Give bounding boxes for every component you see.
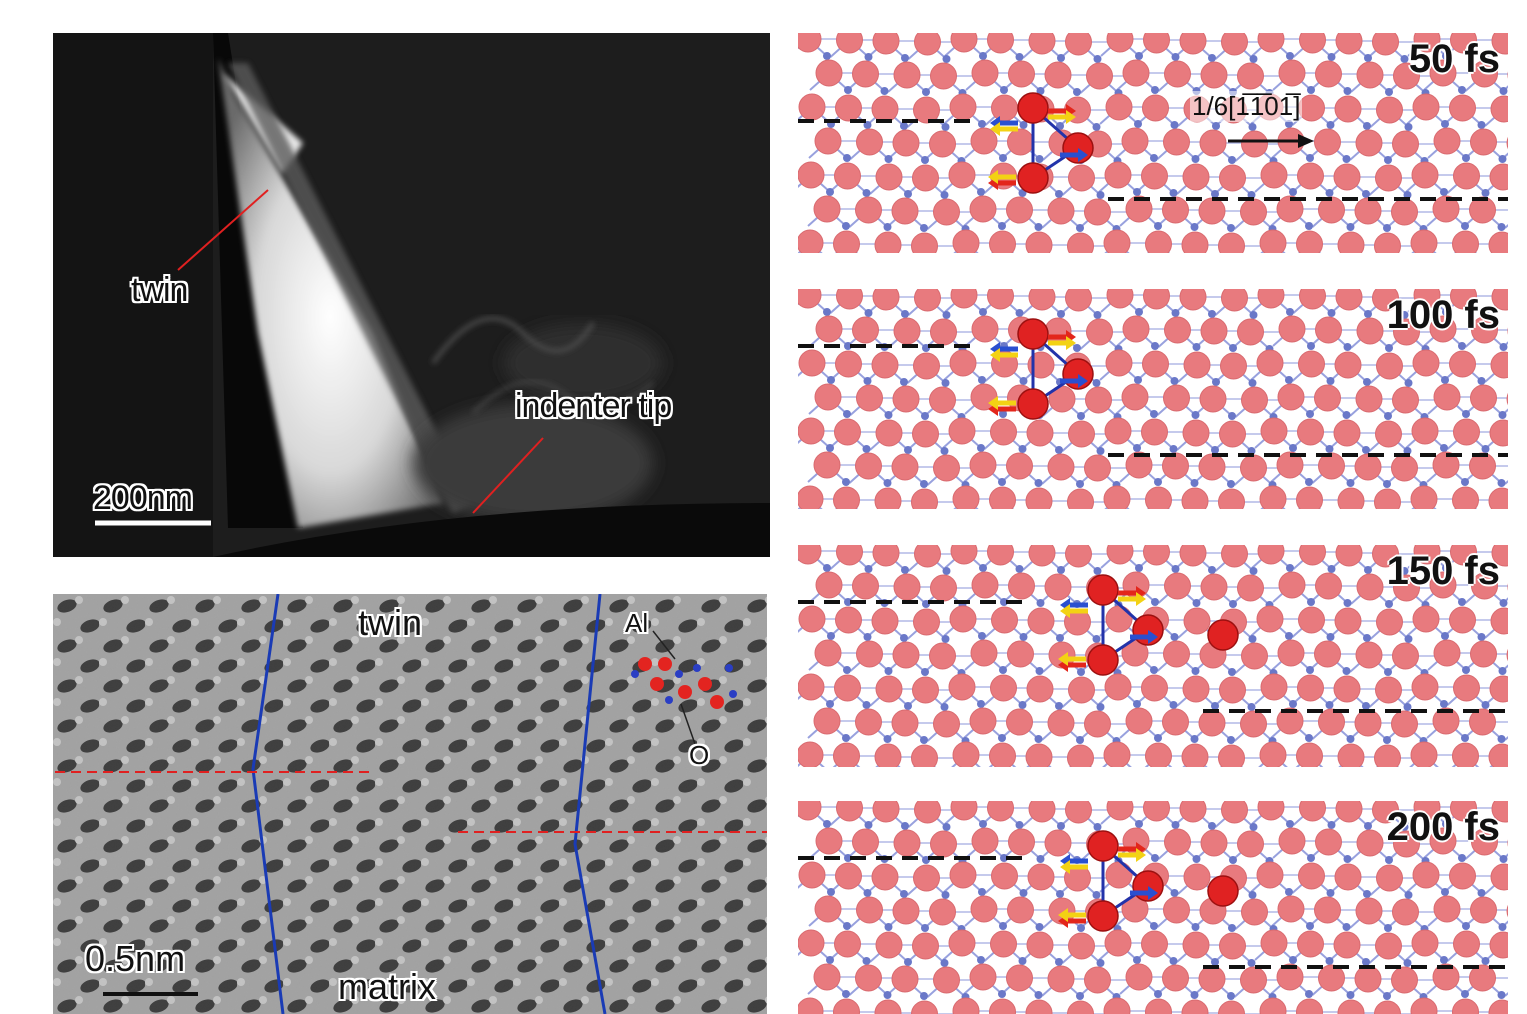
simulation-frame-150fs: 150 fs xyxy=(798,545,1508,767)
time-label: 100 fs xyxy=(1387,293,1500,338)
hrtem-scale-label: 0.5nm xyxy=(85,938,185,980)
direction-label: 1/6[1̅1̅01̅] xyxy=(1190,91,1302,122)
tem-micrograph: twin indenter tip 200nm xyxy=(53,33,770,557)
scale-label: 200nm xyxy=(93,479,192,518)
hrtem-twin-label: twin xyxy=(358,602,422,644)
twin-label: twin xyxy=(131,271,187,310)
atom-lattice xyxy=(798,33,1508,253)
hrtem-matrix-label: matrix xyxy=(338,966,436,1008)
simulation-frame-200fs: 200 fs xyxy=(798,801,1508,1014)
oxygen-atoms xyxy=(798,33,1508,253)
direction-arrow xyxy=(1226,131,1316,151)
o-label: O xyxy=(689,740,709,771)
al-label: Al xyxy=(625,608,648,639)
time-label: 200 fs xyxy=(1387,805,1500,850)
simulation-frame-50fs: 50 fs 1/6[1̅1̅01̅] xyxy=(798,33,1508,253)
indenter-tip-label: indenter tip xyxy=(515,387,671,426)
time-label: 150 fs xyxy=(1387,549,1500,594)
time-label: 50 fs xyxy=(1409,37,1500,82)
simulation-frame-100fs: 100 fs xyxy=(798,289,1508,509)
hrtem-micrograph: twin matrix 0.5nm Al O xyxy=(53,594,767,1014)
